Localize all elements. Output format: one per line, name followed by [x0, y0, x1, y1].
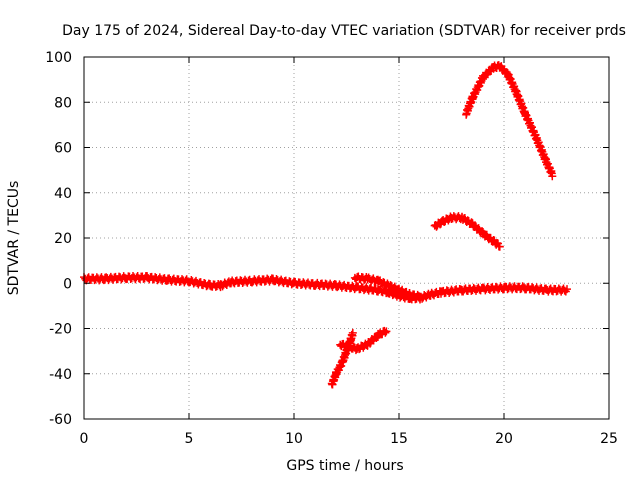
- x-tick-label: 0: [80, 431, 89, 447]
- data-point-marker: [563, 285, 571, 294]
- x-axis-label: GPS time / hours: [286, 458, 403, 474]
- data-point-marker: [495, 242, 504, 251]
- data-point-marker: [348, 328, 357, 337]
- series-upper-branch: [350, 272, 424, 303]
- series-high-arc: [462, 61, 557, 181]
- series-baseline: [80, 272, 571, 304]
- y-tick-label: -20: [49, 322, 72, 338]
- y-tick-label: 100: [45, 50, 72, 66]
- axis-ticks: 0 5 10 15 20 25 -60 -40 -20 0 20 40 60 80 100: [45, 50, 618, 447]
- y-tick-label: -40: [49, 367, 72, 383]
- x-tick-label: 15: [390, 431, 408, 447]
- y-tick-label: -60: [49, 412, 72, 428]
- data-point-marker: [548, 172, 557, 181]
- y-tick-label: 80: [54, 95, 72, 111]
- x-tick-label: 20: [495, 431, 513, 447]
- y-tick-label: 60: [54, 141, 72, 157]
- x-tick-label: 10: [285, 431, 303, 447]
- series-lower-tail: [336, 326, 391, 355]
- data-point-marker: [382, 327, 391, 336]
- x-tick-label: 5: [185, 431, 194, 447]
- data-series: [80, 61, 571, 389]
- y-tick-label: 0: [63, 276, 72, 292]
- y-axis-label: SDTVAR / TECUs: [6, 181, 22, 296]
- data-point-marker: [416, 294, 424, 303]
- y-tick-label: 20: [54, 231, 72, 247]
- x-tick-label: 25: [600, 431, 618, 447]
- y-tick-label: 40: [54, 186, 72, 202]
- chart-title: Day 175 of 2024, Sidereal Day-to-day VTE…: [62, 23, 626, 39]
- grid-lines: [84, 57, 609, 419]
- series-mid-arc: [430, 212, 504, 251]
- data-point-marker: [381, 328, 390, 337]
